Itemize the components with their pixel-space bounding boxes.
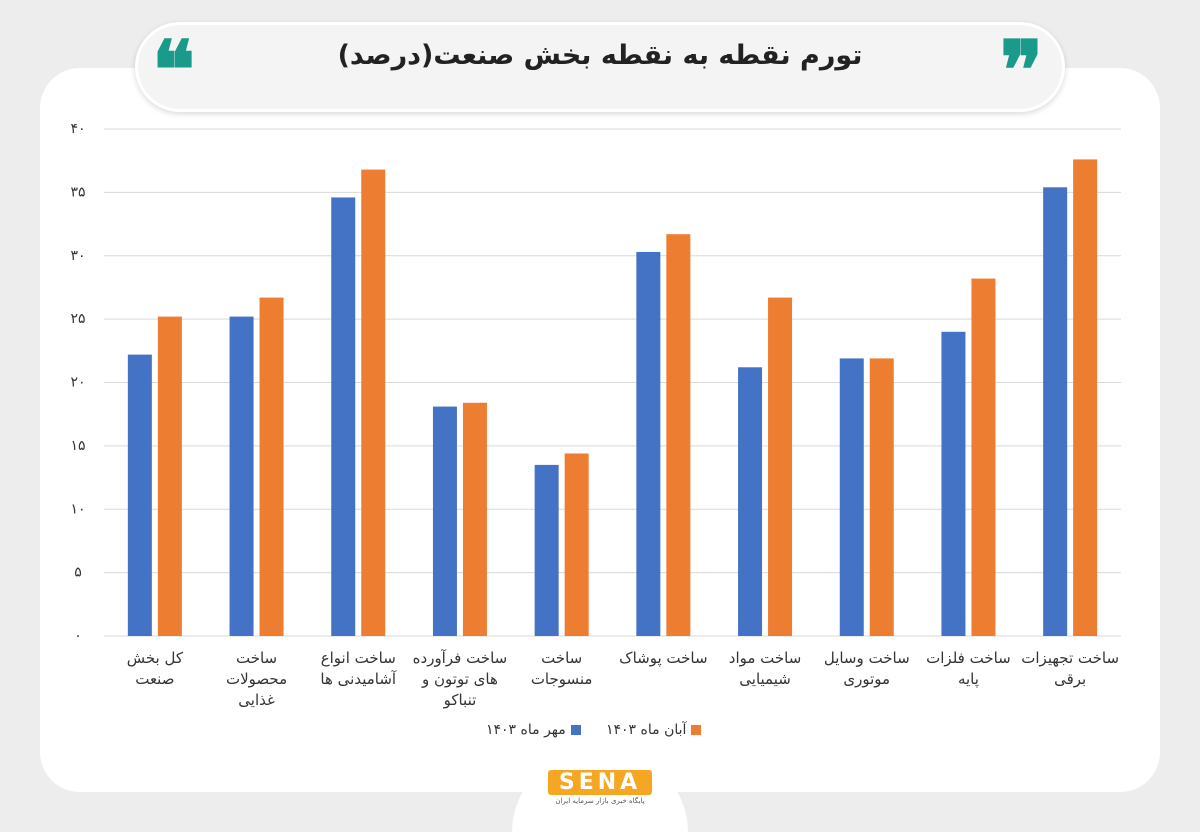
bar xyxy=(432,406,457,636)
bar xyxy=(331,197,356,636)
y-tick-label: ۱۵ xyxy=(70,438,85,454)
logo-text: SENA xyxy=(548,770,652,795)
logo-tagline: پایگاه خبری بازار سرمایه ایران xyxy=(555,797,645,805)
x-tick-label: ساخت محصولات غذایی xyxy=(225,649,288,709)
bar xyxy=(127,354,152,636)
y-tick-label: ۲۰ xyxy=(70,375,85,391)
bar xyxy=(1043,187,1068,636)
bar xyxy=(259,297,284,636)
quote-icon: ❝ xyxy=(152,23,196,117)
y-tick-label: ۱۰ xyxy=(70,501,85,517)
y-tick-label: ۰ xyxy=(74,628,82,644)
bar xyxy=(1073,159,1098,637)
legend-label: آبان ماه ۱۴۰۳ xyxy=(606,722,687,738)
bar xyxy=(361,169,386,636)
legend-label: مهر ماه ۱۴۰۳ xyxy=(486,722,566,738)
legend-swatch xyxy=(570,725,581,735)
bar xyxy=(971,278,996,636)
bar xyxy=(941,331,966,636)
y-tick-label: ۲۵ xyxy=(70,311,85,327)
y-tick-label: ۳۰ xyxy=(70,248,85,264)
bar xyxy=(534,464,559,636)
bar xyxy=(229,316,254,636)
x-tick-label: ساخت فرآورده های توتون و تنباکو xyxy=(412,649,508,709)
legend-item: مهر ماه ۱۴۰۳ xyxy=(486,722,581,738)
bar xyxy=(839,358,864,636)
x-tick-label: ساخت وسایل موتوری xyxy=(823,649,910,688)
bar xyxy=(869,358,894,636)
legend-item: آبان ماه ۱۴۰۳ xyxy=(606,722,702,738)
y-tick-label: ۵ xyxy=(74,565,82,581)
bar xyxy=(462,402,487,636)
bar xyxy=(666,234,691,636)
x-tick-label: ساخت مواد شیمیایی xyxy=(728,649,802,688)
logo: SENA پایگاه خبری بازار سرمایه ایران xyxy=(548,770,652,805)
x-tick-label: کل بخش صنعت xyxy=(126,649,183,688)
quote-icon: ❞ xyxy=(1000,23,1044,117)
title-pill xyxy=(135,22,1065,112)
bar xyxy=(636,251,661,636)
x-tick-label: ساخت انواع آشامیدنی ها xyxy=(320,649,397,688)
x-tick-label: ساخت تجهیزات برقی xyxy=(1021,649,1120,688)
bar xyxy=(564,453,589,636)
bar xyxy=(157,316,182,636)
x-tick-label: ساخت منسوجات xyxy=(530,649,593,688)
legend-swatch xyxy=(691,725,702,735)
x-tick-label: ساخت فلزات پایه xyxy=(926,649,1011,688)
bar xyxy=(768,297,793,636)
y-tick-label: ۴۰ xyxy=(70,121,85,137)
y-tick-label: ۳۵ xyxy=(70,184,85,200)
bar xyxy=(738,367,763,636)
chart-title: تورم نقطه به نقطه بخش صنعت(درصد) xyxy=(337,40,863,71)
x-tick-label: ساخت پوشاک xyxy=(619,649,708,667)
